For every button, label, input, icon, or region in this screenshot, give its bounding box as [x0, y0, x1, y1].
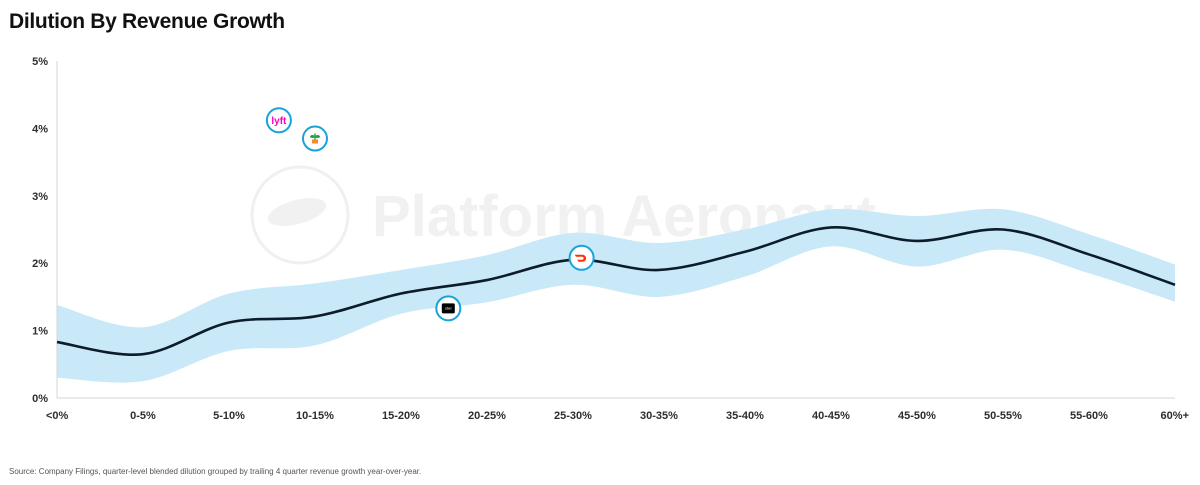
x-tick-label: 55-60%	[1070, 410, 1108, 422]
watermark-logo-icon	[250, 165, 350, 265]
x-tick-label: 60%+	[1161, 410, 1189, 422]
marker-logo-text: uber	[445, 307, 453, 311]
x-tick-label: 35-40%	[726, 410, 764, 422]
x-tick-label: 15-20%	[382, 410, 420, 422]
watermark: Platform Aeronaut	[250, 165, 876, 265]
x-tick-label: 10-15%	[296, 410, 334, 422]
x-tick-label: 30-35%	[640, 410, 678, 422]
plant-logo-icon	[302, 125, 328, 152]
doordash-logo-icon	[568, 244, 595, 271]
chart: Platform Aeronaut 0% 1% 2% 3% 4% 5% <0% 0-5% 5-1…	[32, 56, 1189, 422]
x-tick-label: 40-45%	[812, 410, 850, 422]
series-line	[56, 226, 1176, 356]
y-tick-label: 2%	[32, 258, 48, 270]
axes: 0% 1% 2% 3% 4% 5% <0% 0-5% 5-10% 10-15% 15-20% 20-2…	[32, 56, 1189, 422]
y-tick-label: 0%	[32, 393, 48, 405]
series-line-path	[56, 226, 1176, 356]
confidence-band	[57, 208, 1175, 383]
band-area	[57, 208, 1175, 383]
company-markers: lyft uber	[265, 107, 595, 322]
x-tick-label: 50-55%	[984, 410, 1022, 422]
y-tick-label: 5%	[32, 56, 48, 68]
x-tick-label: 0-5%	[130, 410, 156, 422]
y-tick-label: 3%	[32, 191, 48, 203]
y-tick-label: 1%	[32, 326, 48, 338]
y-tick-label: 4%	[32, 123, 48, 135]
x-tick-label: 25-30%	[554, 410, 592, 422]
square-logo-icon: uber	[435, 295, 462, 322]
lyft-logo-icon: lyft	[265, 107, 292, 134]
chart-title: Dilution By Revenue Growth	[9, 10, 285, 33]
x-tick-label: 5-10%	[213, 410, 245, 422]
x-tick-label: 20-25%	[468, 410, 506, 422]
marker-logo-text: lyft	[271, 116, 287, 127]
x-tick-label: <0%	[46, 410, 69, 422]
x-tick-label: 45-50%	[898, 410, 936, 422]
source-note: Source: Company Filings, quarter-level b…	[9, 467, 422, 476]
